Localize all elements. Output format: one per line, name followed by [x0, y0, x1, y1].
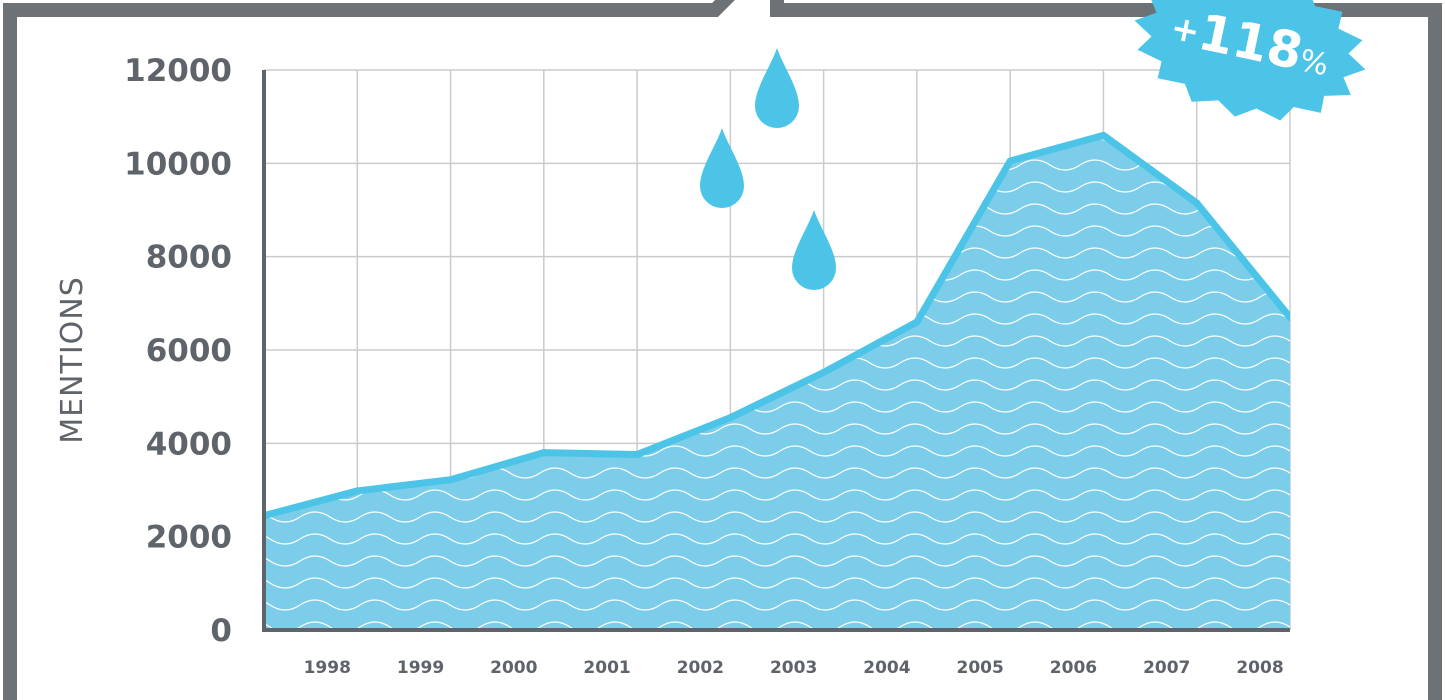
x-tick-label: 2002	[677, 658, 724, 678]
data-point	[447, 476, 455, 484]
data-point	[1006, 157, 1014, 165]
x-tick-label: 1999	[397, 658, 444, 678]
x-tick-label: 2004	[863, 658, 910, 678]
data-point	[633, 451, 641, 459]
data-point	[353, 487, 361, 495]
x-tick-label: 2001	[583, 658, 630, 678]
data-point	[1286, 313, 1290, 321]
data-point	[913, 318, 921, 326]
data-point	[540, 449, 548, 457]
y-tick-label: 12000	[124, 53, 232, 89]
x-tick-label: 2005	[957, 658, 1004, 678]
y-tick-labels: 0 2000 4000 6000 8000 10000 12000	[124, 53, 232, 649]
y-tick-label: 4000	[146, 426, 232, 462]
x-tick-label: 2003	[770, 658, 817, 678]
x-tick-label: 2008	[1236, 658, 1283, 678]
water-drop-icon	[755, 48, 799, 128]
badge-unit: %	[1296, 43, 1331, 83]
x-tick-label: 1998	[304, 658, 351, 678]
x-tick-label: 2006	[1050, 658, 1097, 678]
x-tick-label: 2000	[490, 658, 537, 678]
water-drop-icon	[792, 210, 836, 290]
y-axis-label: MENTIONS	[55, 276, 90, 444]
data-point	[1193, 199, 1201, 207]
data-point	[820, 368, 828, 376]
water-drop-icon	[700, 128, 744, 208]
starburst-badge: +118%	[1134, 0, 1366, 121]
area-wave-texture	[264, 135, 1290, 630]
y-tick-label: 0	[210, 613, 232, 649]
callout-frame	[3, 0, 1442, 700]
x-tick-labels: 1998 1999 2000 2001 2002 2003 2004 2005 2006 2007…	[304, 658, 1284, 678]
series-line	[264, 131, 1290, 520]
data-point	[726, 414, 734, 422]
y-tick-label: 8000	[146, 240, 232, 276]
data-point	[1099, 131, 1107, 139]
axes	[262, 70, 1290, 632]
x-tick-label: 2007	[1143, 658, 1190, 678]
area-series	[264, 131, 1290, 630]
y-tick-label: 10000	[124, 146, 232, 182]
y-tick-label: 6000	[146, 333, 232, 369]
y-tick-label: 2000	[146, 520, 232, 556]
